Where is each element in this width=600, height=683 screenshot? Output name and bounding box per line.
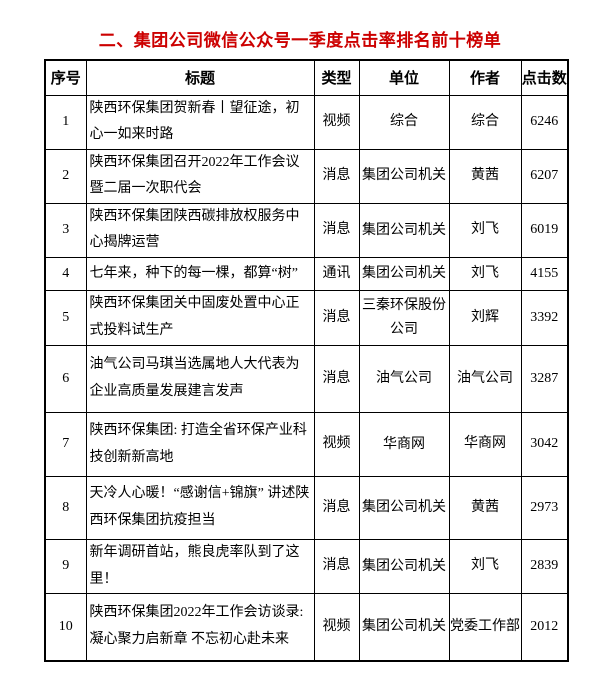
cell-author: 党委工作部	[448, 593, 522, 662]
cell-author: 刘飞	[448, 202, 522, 259]
cell-no: 2	[44, 148, 87, 204]
cell-no: 8	[44, 476, 87, 541]
cell-author: 油气公司	[448, 345, 522, 414]
cell-title: 新年调研首站，熊良虎率队到了这里！	[85, 539, 315, 595]
cell-no: 6	[44, 345, 87, 414]
table-row: 6 油气公司马琪当选属地人大代表为企业高质量发展建言发声 消息 油气公司 油气公…	[44, 345, 569, 414]
table-row: 2 陕西环保集团召开2022年工作会议暨二届一次职代会 消息 集团公司机关 黄茜…	[44, 148, 569, 204]
cell-unit: 华商网	[358, 412, 450, 478]
column-header-unit: 单位	[358, 59, 450, 96]
cell-unit: 综合	[358, 94, 450, 150]
cell-no: 4	[44, 257, 87, 292]
cell-unit: 集团公司机关	[358, 593, 450, 662]
table-row: 3 陕西环保集团陕西碳排放权服务中心揭牌运营 消息 集团公司机关 刘飞 6019	[44, 202, 569, 259]
cell-clicks: 2973	[520, 476, 569, 541]
cell-type: 视频	[313, 593, 360, 662]
cell-unit: 油气公司	[358, 345, 450, 414]
cell-clicks: 2839	[520, 539, 569, 595]
table-row: 9 新年调研首站，熊良虎率队到了这里！ 消息 集团公司机关 刘飞 2839	[44, 539, 569, 595]
cell-author: 刘飞	[448, 257, 522, 292]
table-row: 7 陕西环保集团: 打造全省环保产业科技创新新高地 视频 华商网 华商网 304…	[44, 412, 569, 478]
cell-type: 消息	[313, 148, 360, 204]
cell-unit: 集团公司机关	[358, 476, 450, 541]
cell-unit: 集团公司机关	[358, 539, 450, 595]
ranking-table: 序号 标题 类型 单位 作者 点击数 1 陕西环保集团贺新春丨望征途，初心一如来…	[44, 59, 569, 662]
cell-no: 9	[44, 539, 87, 595]
cell-type: 消息	[313, 290, 360, 347]
cell-type: 消息	[313, 476, 360, 541]
cell-clicks: 2012	[520, 593, 569, 662]
table-row: 5 陕西环保集团关中固废处置中心正式投料试生产 消息 三秦环保股份公司 刘辉 3…	[44, 290, 569, 347]
cell-no: 3	[44, 202, 87, 259]
cell-no: 5	[44, 290, 87, 347]
cell-type: 消息	[313, 539, 360, 595]
cell-title: 陕西环保集团贺新春丨望征途，初心一如来时路	[85, 94, 315, 150]
cell-clicks: 3287	[520, 345, 569, 414]
cell-clicks: 3392	[520, 290, 569, 347]
cell-no: 7	[44, 412, 87, 478]
cell-type: 视频	[313, 412, 360, 478]
cell-title: 天冷人心暖！“感谢信+锦旗” 讲述陕西环保集团抗疫担当	[85, 476, 315, 541]
column-header-author: 作者	[448, 59, 522, 96]
cell-clicks: 3042	[520, 412, 569, 478]
cell-no: 10	[44, 593, 87, 662]
page-title: 二、集团公司微信公众号一季度点击率排名前十榜单	[98, 31, 502, 50]
cell-title: 油气公司马琪当选属地人大代表为企业高质量发展建言发声	[85, 345, 315, 414]
column-header-title: 标题	[85, 59, 315, 96]
table-row: 8 天冷人心暖！“感谢信+锦旗” 讲述陕西环保集团抗疫担当 消息 集团公司机关 …	[44, 476, 569, 541]
header-row: 序号 标题 类型 单位 作者 点击数	[44, 59, 569, 96]
cell-unit: 三秦环保股份公司	[358, 290, 450, 347]
cell-type: 通讯	[313, 257, 360, 292]
cell-clicks: 6246	[520, 94, 569, 150]
cell-title: 七年来，种下的每一棵，都算“树”	[85, 257, 315, 292]
cell-type: 消息	[313, 345, 360, 414]
column-header-type: 类型	[313, 59, 360, 96]
cell-title: 陕西环保集团关中固废处置中心正式投料试生产	[85, 290, 315, 347]
cell-no: 1	[44, 94, 87, 150]
column-header-no: 序号	[44, 59, 87, 96]
cell-title: 陕西环保集团: 打造全省环保产业科技创新新高地	[85, 412, 315, 478]
cell-author: 黄茜	[448, 148, 522, 204]
cell-type: 消息	[313, 202, 360, 259]
cell-author: 刘飞	[448, 539, 522, 595]
cell-clicks: 6019	[520, 202, 569, 259]
cell-type: 视频	[313, 94, 360, 150]
cell-author: 黄茜	[448, 476, 522, 541]
cell-title: 陕西环保集团陕西碳排放权服务中心揭牌运营	[85, 202, 315, 259]
cell-title: 陕西环保集团2022年工作会访谈录: 凝心聚力启新章 不忘初心赴未来	[85, 593, 315, 662]
cell-clicks: 4155	[520, 257, 569, 292]
cell-clicks: 6207	[520, 148, 569, 204]
cell-unit: 集团公司机关	[358, 202, 450, 259]
column-header-clicks: 点击数	[520, 59, 569, 96]
table-row: 10 陕西环保集团2022年工作会访谈录: 凝心聚力启新章 不忘初心赴未来 视频…	[44, 593, 569, 662]
table-row: 4 七年来，种下的每一棵，都算“树” 通讯 集团公司机关 刘飞 4155	[44, 257, 569, 292]
cell-author: 华商网	[448, 412, 522, 478]
cell-author: 综合	[448, 94, 522, 150]
cell-unit: 集团公司机关	[358, 257, 450, 292]
cell-title: 陕西环保集团召开2022年工作会议暨二届一次职代会	[85, 148, 315, 204]
table-row: 1 陕西环保集团贺新春丨望征途，初心一如来时路 视频 综合 综合 6246	[44, 94, 569, 150]
cell-unit: 集团公司机关	[358, 148, 450, 204]
cell-author: 刘辉	[448, 290, 522, 347]
